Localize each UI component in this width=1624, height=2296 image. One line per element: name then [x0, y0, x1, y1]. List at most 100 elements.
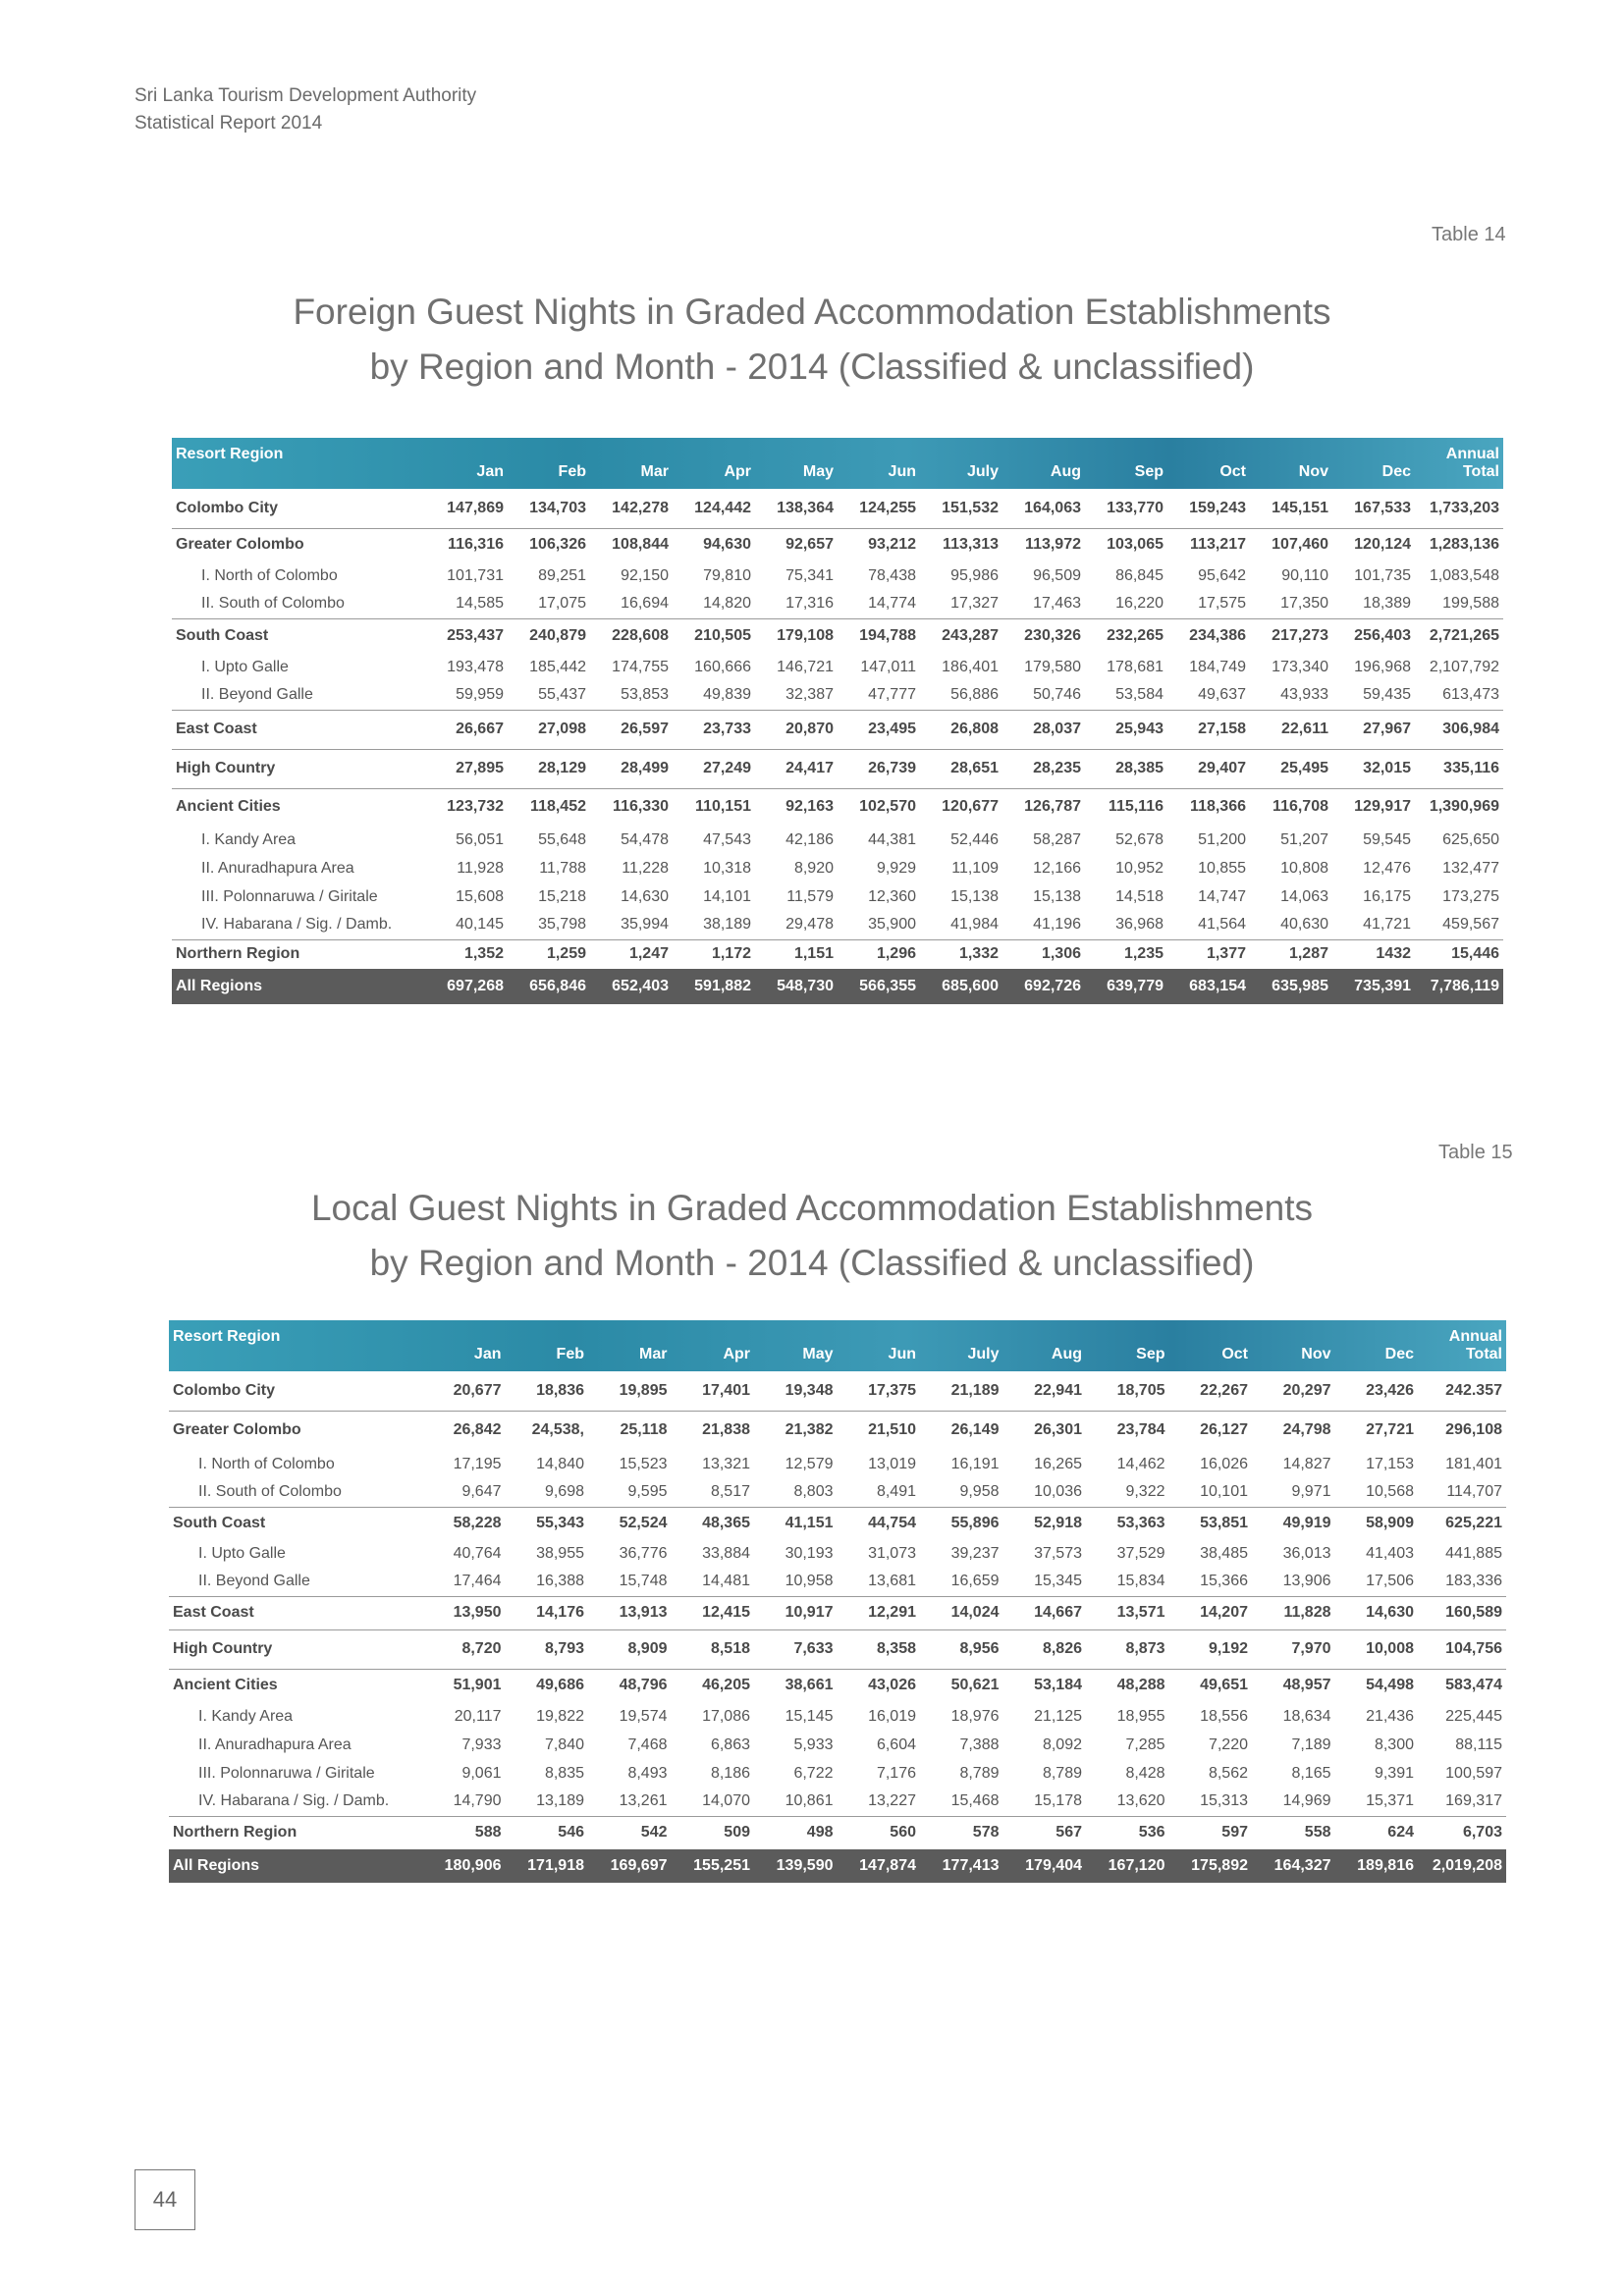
month-cell: 16,220	[1115, 595, 1164, 613]
header-resort-region: Resort Region	[173, 1328, 281, 1345]
header-total: Total	[1462, 463, 1499, 480]
month-cell: 179,108	[755, 617, 838, 653]
row-label: I. North of Colombo	[198, 1455, 335, 1472]
month-cell: 14,070	[702, 1792, 750, 1810]
annual-total-cell: 583,474	[1418, 1668, 1506, 1702]
month-cell: 116,708	[1250, 787, 1332, 826]
table-row: Ancient Cities 51,901 49,686 48,796 46,205 38…	[169, 1668, 1506, 1702]
month-cell: 217,273	[1250, 617, 1332, 653]
month-cell: 116,330	[590, 787, 673, 826]
month-cell: 10,568	[1366, 1483, 1414, 1501]
table-row: Greater Colombo 26,842 24,538, 25,118 21,838…	[169, 1410, 1506, 1450]
month-cell: 23,784	[1086, 1410, 1169, 1450]
month-cell: 133,770	[1107, 499, 1164, 516]
month-cell: 6,722	[793, 1764, 834, 1782]
month-cell: 13,321	[702, 1455, 750, 1472]
month-cell: 194,788	[838, 617, 920, 653]
header-month: Feb	[556, 1346, 584, 1362]
month-cell: 14,774	[868, 595, 916, 613]
row-label: Greater Colombo	[172, 527, 425, 561]
month-cell: 683,154	[1167, 969, 1250, 1004]
month-cell: 178,681	[1107, 658, 1164, 675]
month-cell: 48,365	[671, 1506, 754, 1539]
month-cell: 18,836	[536, 1381, 584, 1399]
month-cell: 179,580	[1024, 658, 1081, 675]
month-cell: 123,732	[425, 787, 508, 826]
month-cell: 13,620	[1116, 1792, 1165, 1810]
month-cell: 40,764	[453, 1544, 502, 1562]
row-label: III. Polonnaruwa / Giritale	[198, 1764, 375, 1782]
month-cell: 171,918	[505, 1849, 588, 1883]
month-cell: 15,371	[1366, 1792, 1414, 1810]
table-row: Northern Region 1,352 1,259 1,247 1,172 1,151…	[172, 938, 1503, 969]
annual-total-cell: 2,019,208	[1418, 1849, 1506, 1883]
month-cell: 52,446	[950, 830, 999, 848]
month-cell: 15,523	[619, 1455, 668, 1472]
month-cell: 113,313	[920, 527, 1002, 561]
month-cell: 8,803	[793, 1483, 834, 1501]
month-cell: 40,145	[456, 916, 504, 934]
month-cell: 13,913	[588, 1595, 672, 1629]
month-cell: 52,678	[1115, 830, 1164, 848]
month-cell: 89,251	[538, 566, 586, 584]
table15-title-line1: Local Guest Nights in Graded Accommodati…	[310, 1188, 1314, 1228]
month-cell: 15,145	[785, 1707, 834, 1725]
row-label: I. Upto Galle	[198, 1544, 286, 1562]
month-cell: 101,735	[1354, 566, 1411, 584]
month-cell: 13,950	[422, 1595, 506, 1629]
month-cell: 52,918	[1002, 1506, 1086, 1539]
month-cell: 79,810	[703, 566, 751, 584]
row-label: South Coast	[169, 1506, 422, 1539]
month-cell: 175,892	[1168, 1849, 1252, 1883]
month-cell: 155,251	[671, 1849, 754, 1883]
month-cell: 15,178	[1034, 1792, 1082, 1810]
month-cell: 146,721	[777, 658, 834, 675]
month-cell: 25,943	[1085, 709, 1167, 749]
month-cell: 94,630	[673, 527, 755, 561]
month-cell: 9,647	[461, 1483, 502, 1501]
month-cell: 14,969	[1282, 1792, 1331, 1810]
table-row: I. Upto Galle 193,478 185,442 174,755 160,66…	[172, 653, 1503, 681]
month-cell: 147,874	[837, 1849, 920, 1883]
month-cell: 7,468	[627, 1735, 668, 1753]
month-cell: 96,509	[1033, 566, 1081, 584]
month-cell: 14,630	[621, 887, 669, 905]
month-cell: 36,776	[619, 1544, 668, 1562]
month-cell: 38,485	[1200, 1544, 1248, 1562]
month-cell: 9,958	[959, 1483, 1000, 1501]
month-cell: 39,237	[950, 1544, 1000, 1562]
month-cell: 21,510	[837, 1410, 920, 1450]
month-cell: 1,296	[838, 938, 920, 969]
month-cell: 177,413	[920, 1849, 1003, 1883]
month-cell: 30,193	[785, 1544, 834, 1562]
month-cell: 16,026	[1200, 1455, 1248, 1472]
month-cell: 13,681	[868, 1573, 916, 1590]
month-cell: 10,008	[1334, 1629, 1418, 1669]
month-cell: 36,013	[1282, 1544, 1331, 1562]
month-cell: 27,249	[673, 748, 755, 788]
month-cell: 56,051	[456, 830, 504, 848]
annual-total-cell: 225,445	[1445, 1707, 1502, 1725]
month-cell: 17,375	[868, 1381, 916, 1399]
month-cell: 23,495	[838, 709, 920, 749]
month-cell: 14,790	[453, 1792, 502, 1810]
month-cell: 186,401	[942, 658, 999, 675]
month-cell: 9,595	[627, 1483, 668, 1501]
month-cell: 54,498	[1334, 1668, 1418, 1702]
month-cell: 167,120	[1086, 1849, 1169, 1883]
month-cell: 47,777	[868, 686, 916, 704]
month-cell: 1,247	[590, 938, 673, 969]
month-cell: 1,332	[920, 938, 1002, 969]
month-cell: 49,919	[1252, 1506, 1335, 1539]
table-row: Colombo City 20,677 18,836 19,895 17,401 19,3…	[169, 1371, 1506, 1411]
month-cell: 7,220	[1208, 1735, 1248, 1753]
header-month: Jun	[888, 1346, 916, 1362]
table-row: II. South of Colombo 9,647 9,698 9,595 8,517…	[169, 1478, 1506, 1507]
month-cell: 1,352	[425, 938, 508, 969]
month-cell: 12,291	[837, 1595, 920, 1629]
month-cell: 16,019	[868, 1707, 916, 1725]
month-cell: 18,955	[1116, 1707, 1165, 1725]
month-cell: 189,816	[1334, 1849, 1418, 1883]
table-row: East Coast 26,667 27,098 26,597 23,733 20,870…	[172, 709, 1503, 749]
month-cell: 103,065	[1085, 527, 1167, 561]
